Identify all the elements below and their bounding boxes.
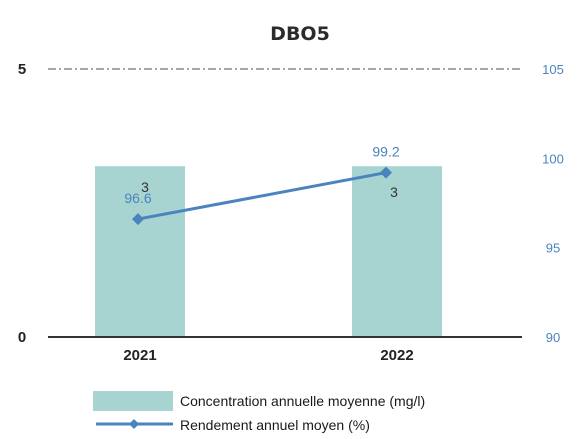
legend-swatch-marker — [129, 419, 139, 429]
y-left-tick-label: 5 — [18, 61, 26, 78]
bar-data-label: 3 — [141, 179, 149, 195]
y-right-tick-label: 95 — [546, 241, 560, 256]
x-tick-label: 2021 — [123, 347, 156, 364]
legend-label-line: Rendement annuel moyen (%) — [180, 417, 370, 433]
y-right-tick-label: 90 — [546, 330, 560, 345]
bar — [352, 166, 442, 337]
y-left-tick-label: 0 — [18, 329, 26, 346]
legend-swatch-bar — [93, 391, 173, 411]
line-data-label: 99.2 — [372, 144, 399, 160]
line-point — [132, 213, 144, 226]
line-point — [380, 166, 392, 179]
line-series — [137, 171, 387, 221]
bar-data-label: 3 — [390, 184, 398, 200]
line-data-label: 96.6 — [124, 190, 151, 206]
x-tick-label: 2022 — [380, 347, 413, 364]
legend-label-bar: Concentration annuelle moyenne (mg/l) — [180, 393, 425, 409]
y-right-tick-label: 100 — [542, 151, 564, 166]
chart-title: DBO5 — [270, 23, 330, 45]
bar — [95, 166, 185, 337]
y-right-tick-label: 105 — [542, 62, 564, 77]
legend: Concentration annuelle moyenne (mg/l) Re… — [93, 391, 425, 433]
